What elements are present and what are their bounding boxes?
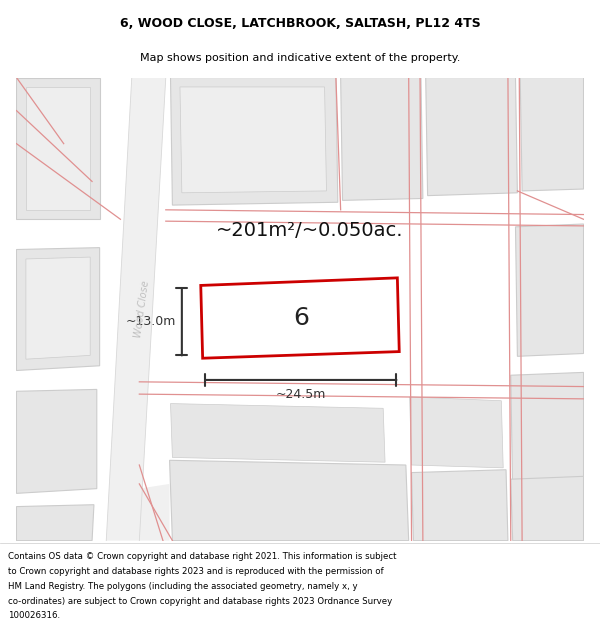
Polygon shape: [16, 389, 97, 493]
Text: Wood Close: Wood Close: [133, 280, 151, 338]
Text: ~24.5m: ~24.5m: [276, 388, 326, 401]
Text: ~201m²/~0.050ac.: ~201m²/~0.050ac.: [216, 221, 403, 240]
Polygon shape: [16, 78, 100, 219]
Polygon shape: [16, 78, 584, 541]
Polygon shape: [341, 78, 423, 201]
Polygon shape: [520, 78, 584, 191]
Polygon shape: [170, 404, 385, 462]
Polygon shape: [106, 78, 166, 541]
Text: to Crown copyright and database rights 2023 and is reproduced with the permissio: to Crown copyright and database rights 2…: [8, 568, 383, 576]
Polygon shape: [16, 505, 94, 541]
Polygon shape: [511, 476, 584, 541]
Text: 100026316.: 100026316.: [8, 611, 60, 621]
Text: 6, WOOD CLOSE, LATCHBROOK, SALTASH, PL12 4TS: 6, WOOD CLOSE, LATCHBROOK, SALTASH, PL12…: [119, 17, 481, 30]
Polygon shape: [426, 78, 517, 196]
Polygon shape: [26, 257, 90, 359]
Polygon shape: [139, 484, 170, 541]
Polygon shape: [412, 470, 508, 541]
Polygon shape: [511, 372, 584, 493]
Polygon shape: [16, 248, 100, 371]
Text: co-ordinates) are subject to Crown copyright and database rights 2023 Ordnance S: co-ordinates) are subject to Crown copyr…: [8, 597, 392, 606]
Polygon shape: [170, 78, 338, 205]
Text: 6: 6: [293, 306, 309, 330]
Polygon shape: [410, 397, 503, 468]
Text: Map shows position and indicative extent of the property.: Map shows position and indicative extent…: [140, 53, 460, 63]
Polygon shape: [515, 224, 584, 356]
Text: ~13.0m: ~13.0m: [126, 316, 176, 328]
Text: Contains OS data © Crown copyright and database right 2021. This information is : Contains OS data © Crown copyright and d…: [8, 552, 397, 561]
Polygon shape: [26, 87, 90, 210]
Polygon shape: [180, 87, 326, 192]
Text: HM Land Registry. The polygons (including the associated geometry, namely x, y: HM Land Registry. The polygons (includin…: [8, 582, 358, 591]
Polygon shape: [170, 460, 409, 541]
